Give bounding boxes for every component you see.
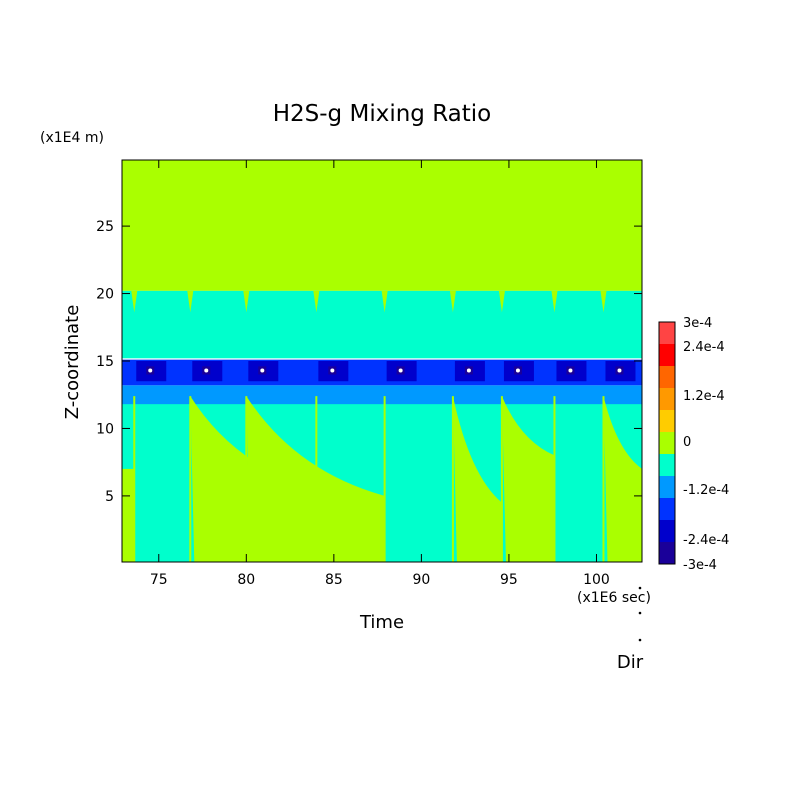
colorbar-label: 2.4e-4 xyxy=(683,340,725,355)
dir-arrow-mark xyxy=(638,586,642,590)
contour-core-spot xyxy=(204,368,209,373)
dir-label: Dir xyxy=(617,652,644,673)
contour-region-middle xyxy=(122,290,642,359)
y-axis: 5 10 15 20 25 xyxy=(96,219,642,505)
contour-spike xyxy=(600,290,607,313)
contour-spike xyxy=(131,290,138,313)
colorbar-swatch xyxy=(659,498,675,520)
contour-core-spot xyxy=(617,368,622,373)
contour-core-spot xyxy=(398,368,403,373)
contour-spike xyxy=(381,290,388,313)
contour-spike xyxy=(449,290,456,313)
contour-wedge xyxy=(452,396,502,562)
contour-core-spot xyxy=(260,368,265,373)
contour-spike xyxy=(551,290,558,313)
x-axis: 75 80 85 90 95 100 xyxy=(150,160,610,588)
y-unit-label: (x1E4 m) xyxy=(40,130,104,146)
contour-spike xyxy=(498,290,505,313)
colorbar-label: -2.4e-4 xyxy=(683,533,729,548)
colorbar-label: -3e-4 xyxy=(683,558,717,573)
contour-spike xyxy=(187,290,194,313)
colorbar-label: 1.2e-4 xyxy=(683,389,725,404)
colorbar-swatch xyxy=(659,454,675,476)
colorbar-label: 0 xyxy=(683,435,691,450)
x-tick-label: 95 xyxy=(500,572,518,588)
colorbar-swatch xyxy=(659,520,675,542)
chart-title: H2S-g Mixing Ratio xyxy=(273,101,492,127)
colorbar-swatch xyxy=(659,388,675,410)
contour-core-spot xyxy=(148,368,153,373)
colorbar-label: 3e-4 xyxy=(683,316,712,331)
contour-core-spot xyxy=(568,368,573,373)
contour-core-spot xyxy=(466,368,471,373)
x-tick-label: 80 xyxy=(237,572,255,588)
contour-spike xyxy=(313,290,320,313)
colorbar: 3e-4 2.4e-4 1.2e-4 0 -1.2e-4 -2.4e-4 -3e-4 xyxy=(658,316,729,573)
colorbar-swatch xyxy=(659,366,675,388)
colorbar-swatch xyxy=(659,344,675,366)
contour-edge-strip xyxy=(122,468,135,562)
colorbar-swatch xyxy=(659,542,675,564)
contour-spike xyxy=(243,290,250,313)
y-axis-label: Z-coordinate xyxy=(62,305,83,420)
dir-arrow-mark xyxy=(638,611,642,615)
dir-arrow-mark xyxy=(638,638,642,642)
colorbar-swatch xyxy=(659,476,675,498)
y-tick-label: 15 xyxy=(96,354,114,370)
y-tick-label: 5 xyxy=(105,489,114,505)
colorbar-swatch xyxy=(659,322,675,344)
y-tick-label: 25 xyxy=(96,219,114,235)
x-tick-label: 75 xyxy=(150,572,168,588)
contour-region-transition xyxy=(122,385,642,405)
contour-wedge xyxy=(603,396,642,562)
x-tick-label: 90 xyxy=(412,572,430,588)
x-axis-label: Time xyxy=(359,612,404,633)
contour-wedge xyxy=(501,396,555,562)
colorbar-swatch xyxy=(659,432,675,454)
y-tick-label: 20 xyxy=(96,287,114,303)
colorbar-frame xyxy=(658,321,676,565)
x-tick-label: 100 xyxy=(583,572,610,588)
x-unit-label: (x1E6 sec) xyxy=(577,590,651,606)
contour-core-spot xyxy=(330,368,335,373)
contour-core-spot xyxy=(515,368,520,373)
y-tick-label: 10 xyxy=(96,421,114,437)
colorbar-swatch xyxy=(659,410,675,432)
plot-area xyxy=(122,160,642,562)
colorbar-label: -1.2e-4 xyxy=(683,483,729,498)
x-tick-label: 85 xyxy=(325,572,343,588)
contour-region-upper xyxy=(122,160,642,291)
